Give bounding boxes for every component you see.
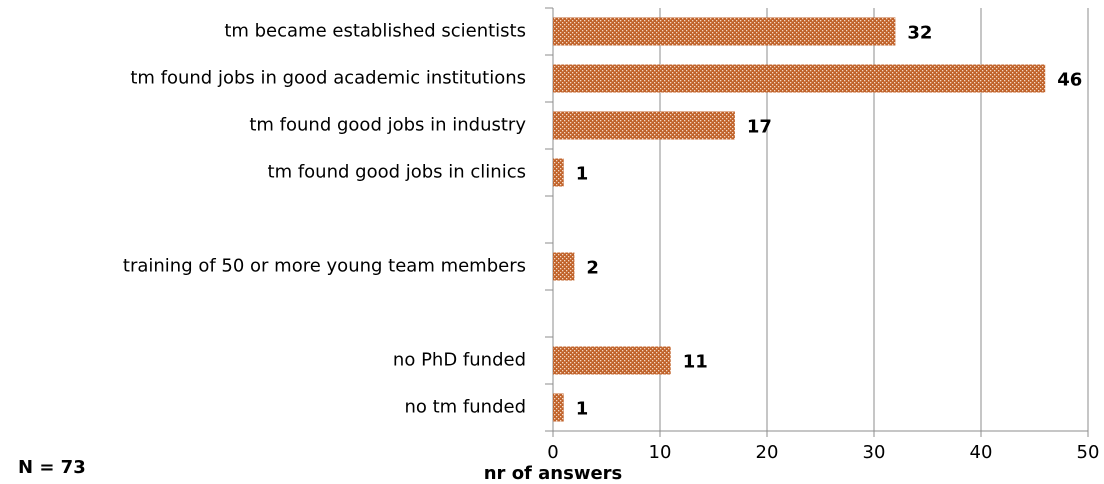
bar xyxy=(553,111,735,140)
data-label: 46 xyxy=(1057,70,1082,91)
x-tick-label: 20 xyxy=(756,442,779,463)
x-tick-label: 40 xyxy=(970,442,993,463)
bar xyxy=(553,17,896,46)
data-label: 2 xyxy=(586,258,599,279)
x-tick-label: 0 xyxy=(547,442,558,463)
data-label: 1 xyxy=(576,399,589,420)
x-tick-label: 30 xyxy=(863,442,886,463)
data-label: 11 xyxy=(683,352,708,373)
y-tick-label: tm became established scientists xyxy=(224,21,526,42)
data-label: 32 xyxy=(907,23,932,44)
data-label: 1 xyxy=(576,164,589,185)
bar xyxy=(553,64,1046,93)
y-tick-label: tm found good jobs in clinics xyxy=(268,162,526,183)
bar xyxy=(553,252,575,281)
y-tick-label: no PhD funded xyxy=(393,350,526,371)
bar xyxy=(553,158,564,187)
y-tick-label: tm found jobs in good academic instituti… xyxy=(130,68,526,89)
x-axis-label: nr of answers xyxy=(484,463,623,484)
data-label: 17 xyxy=(747,117,772,138)
bar xyxy=(553,346,671,375)
x-tick-label: 50 xyxy=(1077,442,1100,463)
y-tick-label: tm found good jobs in industry xyxy=(249,115,526,136)
x-tick-label: 10 xyxy=(649,442,672,463)
y-tick-label: training of 50 or more young team member… xyxy=(123,256,526,277)
y-tick-label: no tm funded xyxy=(404,397,526,418)
annotation: N = 73 xyxy=(18,457,86,478)
bar xyxy=(553,393,564,422)
